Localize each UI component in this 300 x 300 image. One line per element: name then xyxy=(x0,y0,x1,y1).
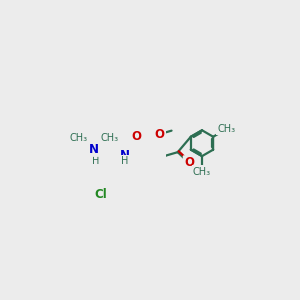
Text: N: N xyxy=(89,143,99,156)
Text: N: N xyxy=(120,149,130,162)
Text: H: H xyxy=(121,156,129,166)
Text: CH₃: CH₃ xyxy=(193,167,211,176)
Text: O: O xyxy=(154,128,164,141)
Text: CH₃: CH₃ xyxy=(100,133,118,143)
Text: O: O xyxy=(184,156,194,170)
Text: CH₃: CH₃ xyxy=(70,133,88,143)
Text: CH₃: CH₃ xyxy=(218,124,236,134)
Text: O: O xyxy=(131,130,141,143)
Text: Cl: Cl xyxy=(95,188,107,201)
Text: H: H xyxy=(92,156,100,166)
